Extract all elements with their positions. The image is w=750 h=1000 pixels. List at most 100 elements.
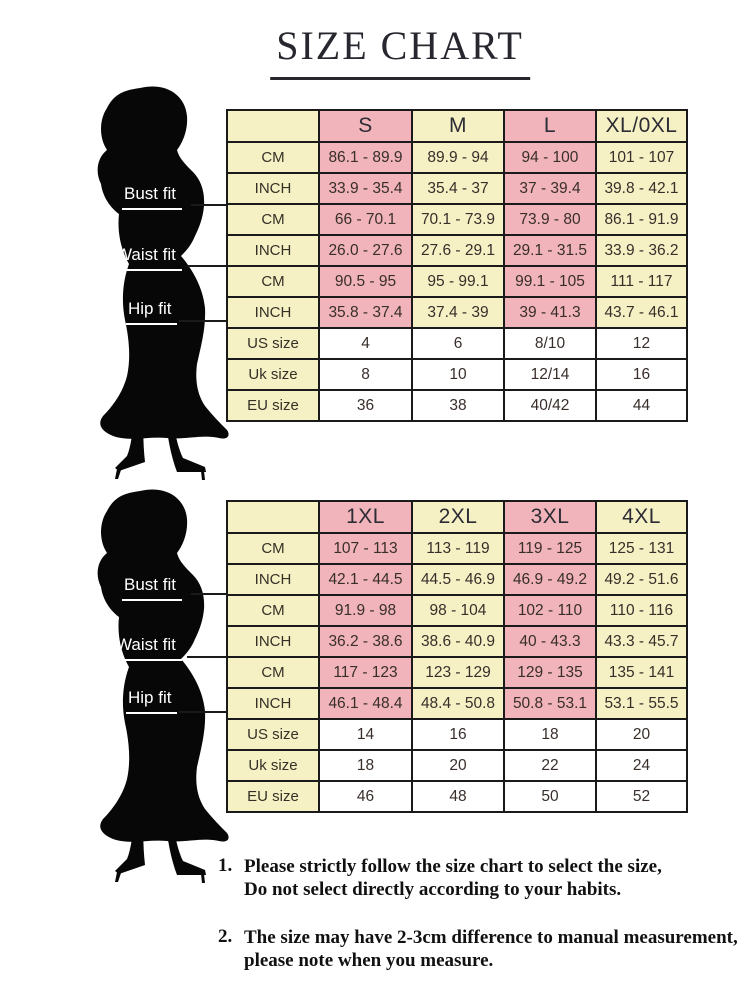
size-value-cell: 8/10 xyxy=(503,327,597,360)
row-label: CM xyxy=(226,594,320,627)
page-title-text: SIZE CHART xyxy=(270,23,530,80)
size-value-cell: 46.9 - 49.2 xyxy=(503,563,597,596)
size-value-cell: 70.1 - 73.9 xyxy=(411,203,505,236)
size-value-cell: 38 xyxy=(411,389,505,422)
table-corner-cell xyxy=(226,109,320,143)
note-number: 2. xyxy=(218,926,233,947)
size-value-cell: 26.0 - 27.6 xyxy=(318,234,413,267)
table-row: INCH 26.0 - 27.6 27.6 - 29.1 29.1 - 31.5 33.… xyxy=(226,234,688,267)
notes: 1. Please strictly follow the size chart… xyxy=(218,855,743,997)
size-value-cell: 44.5 - 46.9 xyxy=(411,563,505,596)
size-value-cell: 38.6 - 40.9 xyxy=(411,625,505,658)
size-value-cell: 95 - 99.1 xyxy=(411,265,505,298)
size-value-cell: 12 xyxy=(595,327,688,360)
size-value-cell: 52 xyxy=(595,780,688,813)
bust-fit-label: Bust fit xyxy=(122,184,182,210)
table-row: Uk size 8 10 12/14 16 xyxy=(226,358,688,391)
note-item: 1. Please strictly follow the size chart… xyxy=(218,855,743,901)
table-row: INCH 36.2 - 38.6 38.6 - 40.9 40 - 43.3 43.3 … xyxy=(226,625,688,658)
bust-connector-line xyxy=(191,593,227,595)
row-label: Uk size xyxy=(226,749,320,782)
size-value-cell: 18 xyxy=(318,749,413,782)
size-value-cell: 89.9 - 94 xyxy=(411,141,505,174)
table-row: CM 107 - 113 113 - 119 119 - 125 125 - 131 xyxy=(226,532,688,565)
size-value-cell: 39.8 - 42.1 xyxy=(595,172,688,205)
row-label: EU size xyxy=(226,780,320,813)
size-value-cell: 135 - 141 xyxy=(595,656,688,689)
bust-fit-label: Bust fit xyxy=(122,575,182,601)
size-value-cell: 14 xyxy=(318,718,413,751)
hip-fit-label: Hip fit xyxy=(126,688,178,714)
size-value-cell: 37.4 - 39 xyxy=(411,296,505,329)
row-label: CM xyxy=(226,265,320,298)
size-table-s-to-xl: S M L XL/0XL CM 86.1 - 89.9 89.9 - 94 94 - 100 1… xyxy=(226,109,688,422)
size-value-cell: 48 xyxy=(411,780,505,813)
size-value-cell: 113 - 119 xyxy=(411,532,505,565)
size-value-cell: 35.4 - 37 xyxy=(411,172,505,205)
row-label: US size xyxy=(226,327,320,360)
row-label: INCH xyxy=(226,625,320,658)
note-item: 2. The size may have 2-3cm difference to… xyxy=(218,926,743,972)
table-row: CM 86.1 - 89.9 89.9 - 94 94 - 100 101 - 107 xyxy=(226,141,688,174)
size-value-cell: 20 xyxy=(411,749,505,782)
table-row: US size 4 6 8/10 12 xyxy=(226,327,688,360)
size-value-cell: 18 xyxy=(503,718,597,751)
size-value-cell: 12/14 xyxy=(503,358,597,391)
size-value-cell: 98 - 104 xyxy=(411,594,505,627)
size-value-cell: 46 xyxy=(318,780,413,813)
row-label: CM xyxy=(226,141,320,174)
size-value-cell: 4 xyxy=(318,327,413,360)
size-value-cell: 48.4 - 50.8 xyxy=(411,687,505,720)
size-table-1xl-to-4xl: 1XL 2XL 3XL 4XL CM 107 - 113 113 - 119 119 - 12… xyxy=(226,500,688,813)
size-value-cell: 40 - 43.3 xyxy=(503,625,597,658)
table-row: CM 91.9 - 98 98 - 104 102 - 110 110 - 116 xyxy=(226,594,688,627)
size-value-cell: 110 - 116 xyxy=(595,594,688,627)
size-value-cell: 20 xyxy=(595,718,688,751)
size-value-cell: 24 xyxy=(595,749,688,782)
hip-fit-label: Hip fit xyxy=(126,299,178,325)
waist-connector-line xyxy=(187,656,227,658)
waist-connector-line xyxy=(187,265,227,267)
size-value-cell: 86.1 - 91.9 xyxy=(595,203,688,236)
size-value-cell: 22 xyxy=(503,749,597,782)
table-row: CM 66 - 70.1 70.1 - 73.9 73.9 - 80 86.1 - 91… xyxy=(226,203,688,236)
size-value-cell: 66 - 70.1 xyxy=(318,203,413,236)
size-value-cell: 49.2 - 51.6 xyxy=(595,563,688,596)
table-row: INCH 33.9 - 35.4 35.4 - 37 37 - 39.4 39.8 - … xyxy=(226,172,688,205)
size-value-cell: 101 - 107 xyxy=(595,141,688,174)
note-line: The size may have 2-3cm difference to ma… xyxy=(244,927,738,948)
size-value-cell: 73.9 - 80 xyxy=(503,203,597,236)
note-line: Do not select directly according to your… xyxy=(244,879,622,900)
size-value-cell: 90.5 - 95 xyxy=(318,265,413,298)
size-value-cell: 16 xyxy=(411,718,505,751)
hip-connector-line xyxy=(179,320,227,322)
size-value-cell: 111 - 117 xyxy=(595,265,688,298)
size-value-cell: 91.9 - 98 xyxy=(318,594,413,627)
table-row: US size 14 16 18 20 xyxy=(226,718,688,751)
size-value-cell: 123 - 129 xyxy=(411,656,505,689)
size-value-cell: 42.1 - 44.5 xyxy=(318,563,413,596)
size-value-cell: 125 - 131 xyxy=(595,532,688,565)
size-value-cell: 6 xyxy=(411,327,505,360)
woman-silhouette xyxy=(97,86,229,480)
size-value-cell: 36.2 - 38.6 xyxy=(318,625,413,658)
size-value-cell: 53.1 - 55.5 xyxy=(595,687,688,720)
row-label: CM xyxy=(226,203,320,236)
table-row: EU size 46 48 50 52 xyxy=(226,780,688,813)
row-label: INCH xyxy=(226,687,320,720)
size-column-header: S xyxy=(318,109,413,143)
size-value-cell: 43.3 - 45.7 xyxy=(595,625,688,658)
size-column-header: M xyxy=(411,109,505,143)
table-row: CM 90.5 - 95 95 - 99.1 99.1 - 105 111 - 117 xyxy=(226,265,688,298)
size-value-cell: 94 - 100 xyxy=(503,141,597,174)
row-label: Uk size xyxy=(226,358,320,391)
size-column-header: XL/0XL xyxy=(595,109,688,143)
size-value-cell: 27.6 - 29.1 xyxy=(411,234,505,267)
size-value-cell: 16 xyxy=(595,358,688,391)
size-value-cell: 29.1 - 31.5 xyxy=(503,234,597,267)
size-column-header: 1XL xyxy=(318,500,413,534)
table-row: Uk size 18 20 22 24 xyxy=(226,749,688,782)
size-column-header: 2XL xyxy=(411,500,505,534)
size-value-cell: 117 - 123 xyxy=(318,656,413,689)
